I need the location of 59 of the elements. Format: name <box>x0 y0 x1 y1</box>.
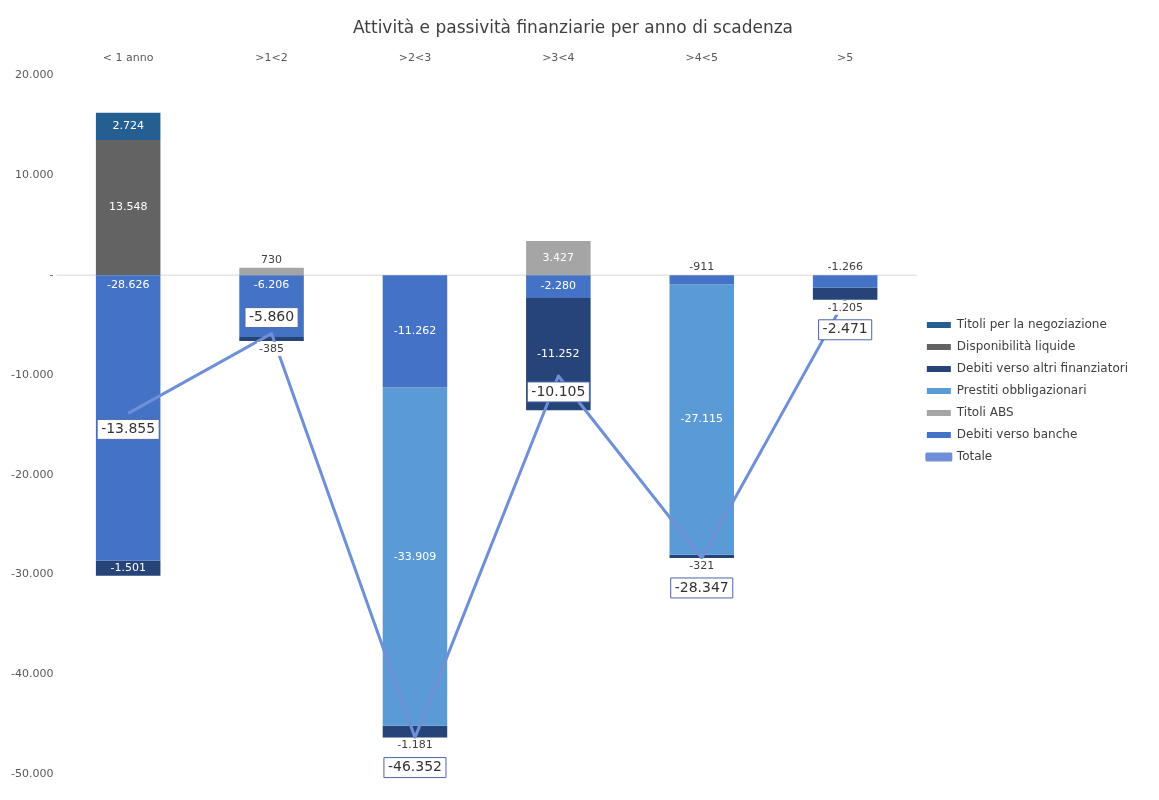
data-label: 730 <box>261 252 283 266</box>
data-label: -11.252 <box>537 346 580 360</box>
bar <box>382 387 448 726</box>
legend-label: Titoli ABS <box>955 405 1014 420</box>
bar <box>95 112 161 140</box>
y-tick-label: -40.000 <box>10 667 54 681</box>
y-tick-label: -10.000 <box>10 367 54 381</box>
y-tick-label: - <box>49 268 54 281</box>
x-tick-label: >3<4 <box>542 50 575 64</box>
data-label: -385 <box>259 341 285 355</box>
legend-label: Disponibilità liquide <box>956 339 1076 354</box>
data-label: -27.115 <box>680 412 723 426</box>
y-tick-label: 10.000 <box>14 168 54 182</box>
bar <box>95 139 161 276</box>
bar <box>669 275 735 285</box>
y-tick-label: -20.000 <box>10 467 54 481</box>
data-label: 13.548 <box>108 200 148 214</box>
data-label: -28.347 <box>674 578 729 595</box>
data-label: -46.352 <box>387 758 442 775</box>
data-label: -911 <box>689 260 715 273</box>
data-label: -13.855 <box>101 420 156 437</box>
data-label: -11.262 <box>393 324 437 338</box>
data-label: -2.471 <box>822 320 868 337</box>
data-label: -10.105 <box>531 382 586 399</box>
x-tick-label: >2<3 <box>398 50 432 64</box>
x-tick-label: >4<5 <box>685 50 718 64</box>
data-label: -5.860 <box>248 308 295 325</box>
bar <box>812 275 878 288</box>
legend-label: Debiti verso banche <box>956 427 1078 442</box>
bar <box>382 275 448 388</box>
bar <box>382 725 448 738</box>
legend-label: Debiti verso altri finanziatori <box>956 361 1128 376</box>
data-label: -1.205 <box>827 300 863 314</box>
x-tick-label: >5 <box>837 50 854 64</box>
data-label: -2.280 <box>540 279 577 293</box>
data-label: -33.909 <box>393 549 437 563</box>
data-label: 3.427 <box>542 250 575 264</box>
data-label: -28.626 <box>106 278 150 291</box>
data-label: -1.266 <box>827 260 863 273</box>
legend-label: Totale <box>955 449 993 464</box>
legend-label: Prestiti obbligazionari <box>956 383 1087 398</box>
bar <box>526 240 591 276</box>
bar <box>669 284 735 555</box>
data-label: -1.501 <box>110 561 146 575</box>
bar <box>812 287 878 300</box>
bar <box>95 275 161 561</box>
legend-label: Titoli per la negoziazione <box>955 317 1107 332</box>
data-label: -1.181 <box>397 738 433 752</box>
bar <box>526 275 591 298</box>
y-tick-label: -50.000 <box>10 766 54 780</box>
bar <box>239 267 304 276</box>
x-tick-label: < 1 anno <box>102 50 154 64</box>
data-label: -321 <box>689 558 715 572</box>
y-tick-label: 20.000 <box>14 68 54 82</box>
data-label: 2.724 <box>112 119 144 133</box>
chart-title: Attività e passività finanziarie per anno di scadenza <box>352 16 794 37</box>
y-tick-label: -30.000 <box>10 567 54 581</box>
x-tick-label: >1<2 <box>255 50 288 64</box>
data-label: -6.206 <box>253 278 290 291</box>
